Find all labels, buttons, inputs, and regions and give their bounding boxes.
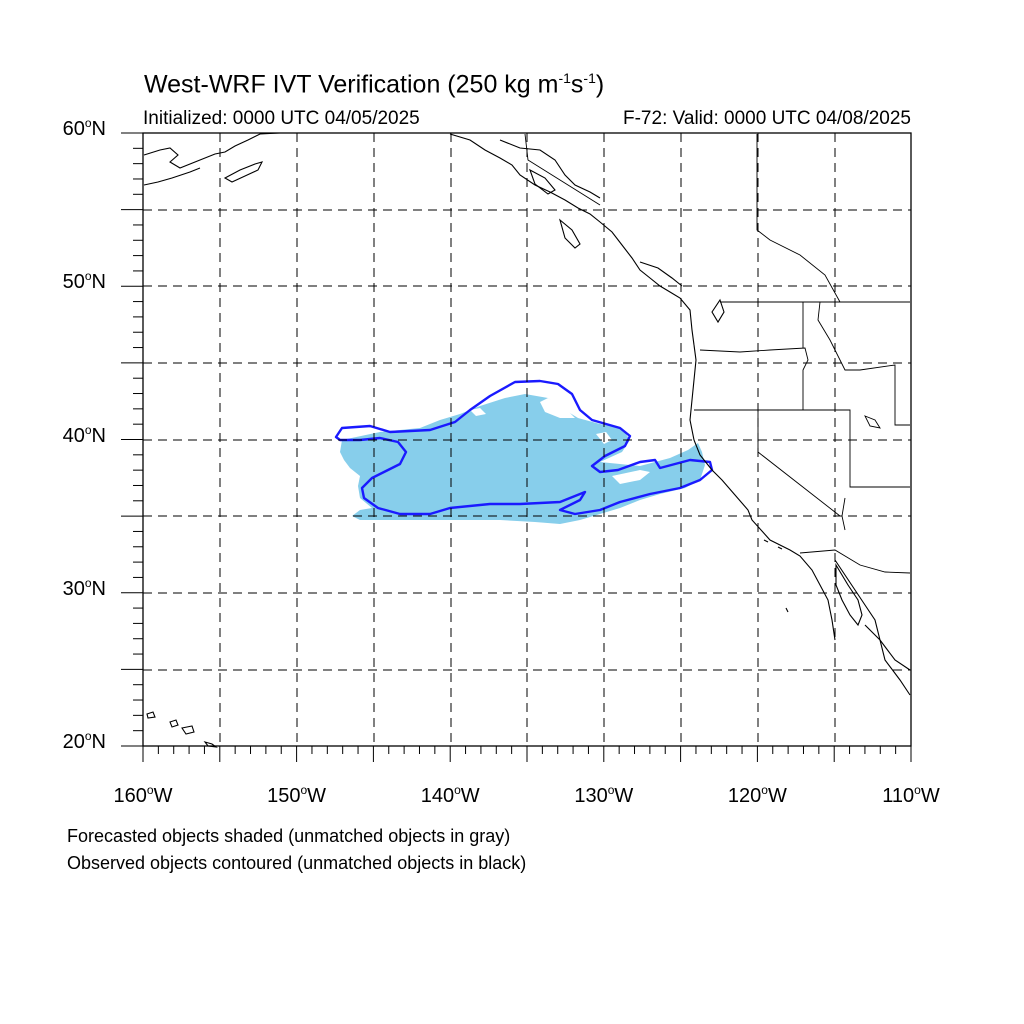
- lat-label: 50oN: [62, 269, 106, 294]
- forecast-gap: [540, 398, 575, 418]
- lat-label: 40oN: [62, 422, 106, 447]
- lat-label: 60oN: [62, 116, 106, 140]
- lat-label: 30oN: [62, 575, 106, 600]
- lon-label: 130oW: [574, 783, 634, 807]
- axis-ticks: [121, 132, 912, 762]
- page-title: West-WRF IVT Verification (250 kg m-1s-1…: [144, 70, 605, 99]
- lat-label: 20oN: [62, 729, 106, 753]
- footnote-observed: Observed objects contoured (unmatched ob…: [67, 853, 527, 873]
- coastlines: [143, 132, 911, 748]
- grid-lines: [143, 133, 911, 746]
- observed-object-contour: [334, 379, 714, 516]
- forecast-gap: [612, 470, 650, 484]
- lon-label: 120oW: [727, 783, 787, 807]
- footnote-forecast: Forecasted objects shaded (unmatched obj…: [67, 826, 511, 846]
- lon-label: 160oW: [113, 783, 173, 807]
- lon-label: 110oW: [882, 783, 940, 807]
- valid-time-label: F-72: Valid: 0000 UTC 04/08/2025: [623, 108, 911, 129]
- lon-label: 150oW: [267, 783, 327, 807]
- forecast-gap: [470, 408, 486, 416]
- initialized-label: Initialized: 0000 UTC 04/05/2025: [143, 108, 420, 129]
- lon-label: 140oW: [420, 783, 480, 807]
